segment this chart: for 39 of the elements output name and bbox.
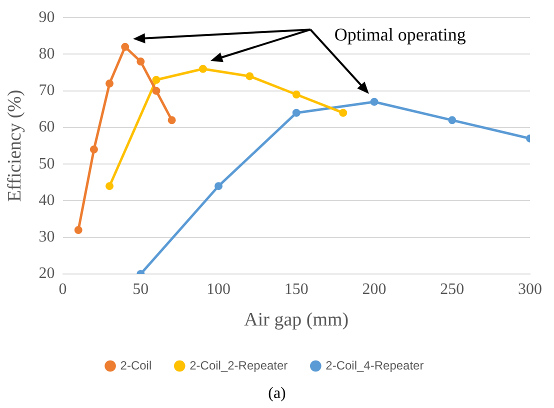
point	[292, 108, 300, 117]
point	[152, 86, 160, 95]
point	[339, 108, 348, 117]
x-axis-title: Air gap (mm)	[244, 310, 349, 331]
point	[121, 42, 130, 51]
point	[198, 64, 207, 73]
x-tick-label: 200	[362, 280, 386, 298]
point	[214, 182, 223, 190]
text: (a)	[267, 384, 287, 404]
y-tick-label: 60	[38, 118, 55, 136]
y-tick-label: 40	[38, 192, 55, 209]
y-tick-label: 80	[38, 45, 55, 62]
y-tick-label: 90	[38, 8, 55, 26]
y-tick-label: 20	[38, 265, 55, 282]
y-axis-title: Efficiency (%)	[4, 90, 26, 202]
point	[74, 226, 82, 234]
x-tick-label: 300	[518, 280, 542, 298]
x-tick-label: 0	[58, 280, 67, 298]
y-tick-label: 50	[38, 155, 55, 172]
x-tick-label: 100	[206, 280, 231, 298]
y-tick-label: 30	[38, 228, 55, 246]
x-tick-label: 250	[440, 280, 464, 298]
point	[136, 58, 145, 66]
point	[168, 116, 176, 124]
legend-label: 2-Coil_4-Repeater	[326, 358, 424, 372]
point	[90, 145, 98, 154]
legend-label: 2-Coil	[120, 358, 152, 372]
point	[292, 90, 300, 99]
annotation: Optimal operating	[334, 24, 466, 44]
point	[106, 80, 114, 88]
point	[152, 76, 160, 84]
point	[246, 72, 254, 80]
x-tick-label: 50	[132, 280, 149, 298]
point	[448, 116, 456, 124]
point	[370, 98, 378, 106]
legend-label: 2-Coil_2-Repeater	[190, 358, 288, 372]
y-tick-label: 70	[38, 82, 55, 100]
x-tick-label: 150	[284, 280, 308, 298]
point	[106, 182, 114, 190]
